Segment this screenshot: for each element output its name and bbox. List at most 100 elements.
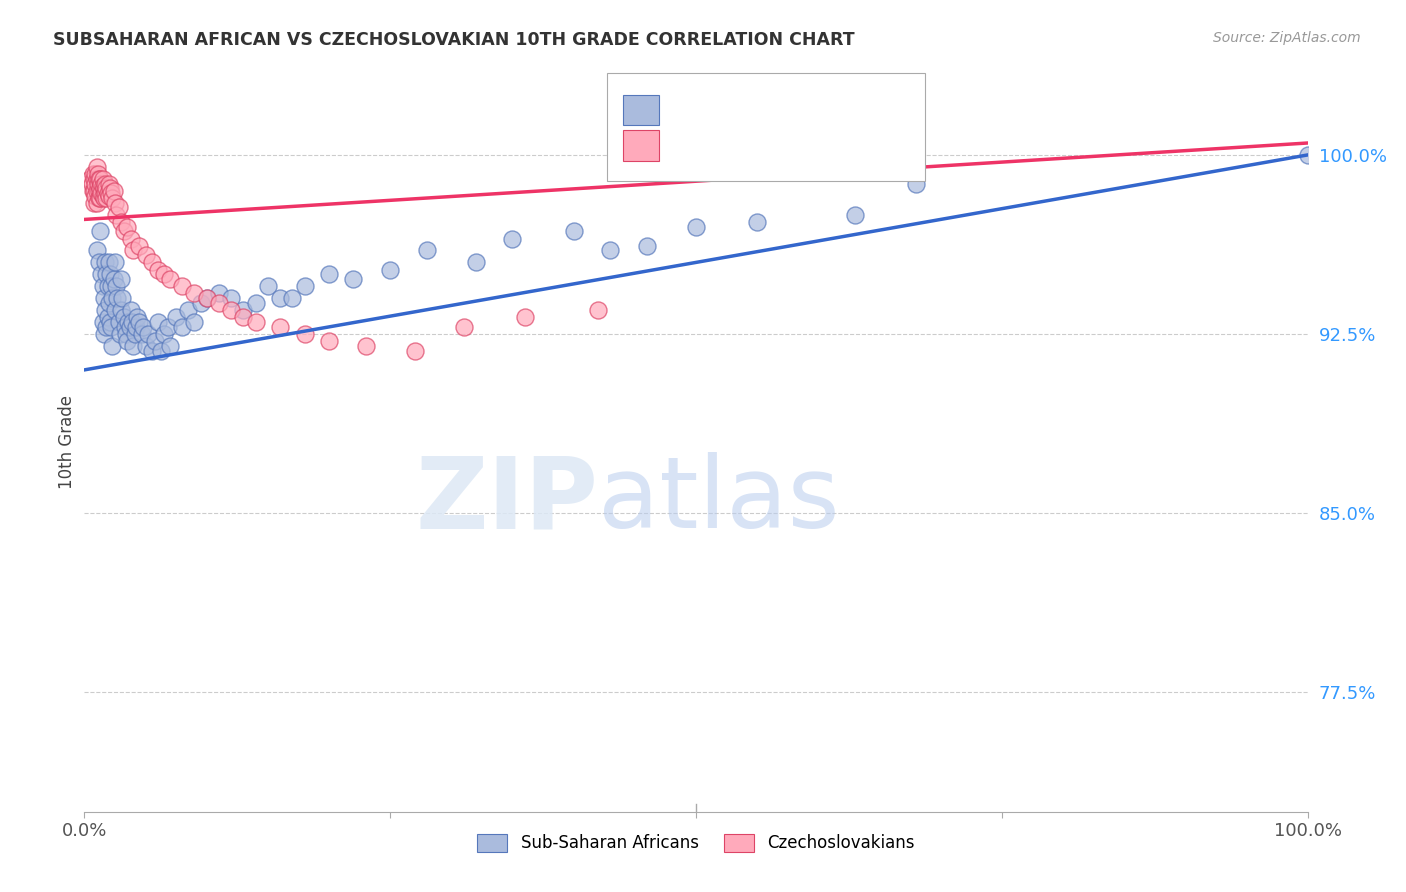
Point <box>183 315 205 329</box>
Point <box>131 327 153 342</box>
Point <box>1296 148 1319 162</box>
Point <box>380 262 402 277</box>
Point <box>128 238 150 252</box>
Point <box>90 177 112 191</box>
Point <box>453 319 475 334</box>
Point <box>844 208 866 222</box>
Point <box>82 184 104 198</box>
Point <box>905 177 928 191</box>
Point <box>143 334 166 349</box>
Point <box>89 191 111 205</box>
Point <box>87 184 110 198</box>
Point <box>84 177 107 191</box>
Point <box>112 224 135 238</box>
Point <box>79 171 101 186</box>
Point <box>146 315 169 329</box>
Point <box>281 291 304 305</box>
Point <box>94 255 117 269</box>
Point <box>97 177 120 191</box>
Point <box>101 191 124 205</box>
Point <box>232 310 254 325</box>
Text: SUBSAHARAN AFRICAN VS CZECHOSLOVAKIAN 10TH GRADE CORRELATION CHART: SUBSAHARAN AFRICAN VS CZECHOSLOVAKIAN 10… <box>53 31 855 49</box>
Legend: Sub-Saharan Africans, Czechoslovakians: Sub-Saharan Africans, Czechoslovakians <box>471 827 921 859</box>
Point <box>97 279 120 293</box>
Point <box>110 272 132 286</box>
Point <box>93 327 115 342</box>
Point <box>100 279 122 293</box>
Point <box>208 296 231 310</box>
Point <box>89 181 111 195</box>
Point <box>94 177 117 191</box>
Point <box>124 327 146 342</box>
Point <box>342 272 364 286</box>
Point <box>115 327 138 342</box>
Point <box>111 291 134 305</box>
Point <box>90 268 112 282</box>
Point <box>190 296 212 310</box>
Text: ZIP: ZIP <box>415 452 598 549</box>
Point <box>83 184 105 198</box>
Point <box>110 215 132 229</box>
Point <box>183 286 205 301</box>
Point <box>269 319 291 334</box>
Point <box>208 286 231 301</box>
Point <box>96 181 118 195</box>
Point <box>294 327 316 342</box>
Point <box>98 315 121 329</box>
Point <box>135 339 157 353</box>
Point <box>404 343 426 358</box>
Text: R = 0.291   N = 84: R = 0.291 N = 84 <box>664 101 834 119</box>
Point <box>83 171 105 186</box>
Point <box>318 268 340 282</box>
Point <box>84 167 107 181</box>
Point <box>153 327 176 342</box>
Point <box>104 303 127 318</box>
Point <box>416 244 439 258</box>
Point <box>94 303 117 318</box>
Point <box>91 279 114 293</box>
Text: R = 0.232   N = 69: R = 0.232 N = 69 <box>664 136 834 154</box>
Point <box>84 188 107 202</box>
Point <box>136 327 159 342</box>
Point <box>114 319 136 334</box>
Point <box>89 224 111 238</box>
Point <box>87 171 110 186</box>
Point <box>125 310 148 325</box>
Point <box>90 186 112 201</box>
Point <box>636 238 658 252</box>
Point <box>91 188 114 202</box>
Point <box>118 319 141 334</box>
Point <box>91 179 114 194</box>
Point <box>464 255 486 269</box>
Point <box>146 262 169 277</box>
Point <box>97 186 120 201</box>
Point <box>93 181 115 195</box>
Point <box>502 231 524 245</box>
Point <box>87 255 110 269</box>
Point <box>159 272 181 286</box>
Point <box>141 343 163 358</box>
Point <box>87 167 110 181</box>
Point <box>101 291 124 305</box>
Point <box>96 191 118 205</box>
Point <box>110 303 132 318</box>
Point <box>103 184 125 198</box>
Point <box>120 303 142 318</box>
Point <box>219 291 242 305</box>
Point <box>115 219 138 234</box>
Point <box>86 195 108 210</box>
Point <box>122 244 145 258</box>
Point <box>354 339 377 353</box>
Point <box>159 339 181 353</box>
Text: atlas: atlas <box>598 452 839 549</box>
Point <box>156 319 179 334</box>
Point <box>153 268 176 282</box>
Point <box>105 291 128 305</box>
Point <box>562 224 585 238</box>
Point <box>98 268 121 282</box>
Point <box>172 319 194 334</box>
Point <box>80 177 103 191</box>
Point <box>269 291 291 305</box>
Point <box>101 339 124 353</box>
Point <box>122 339 145 353</box>
